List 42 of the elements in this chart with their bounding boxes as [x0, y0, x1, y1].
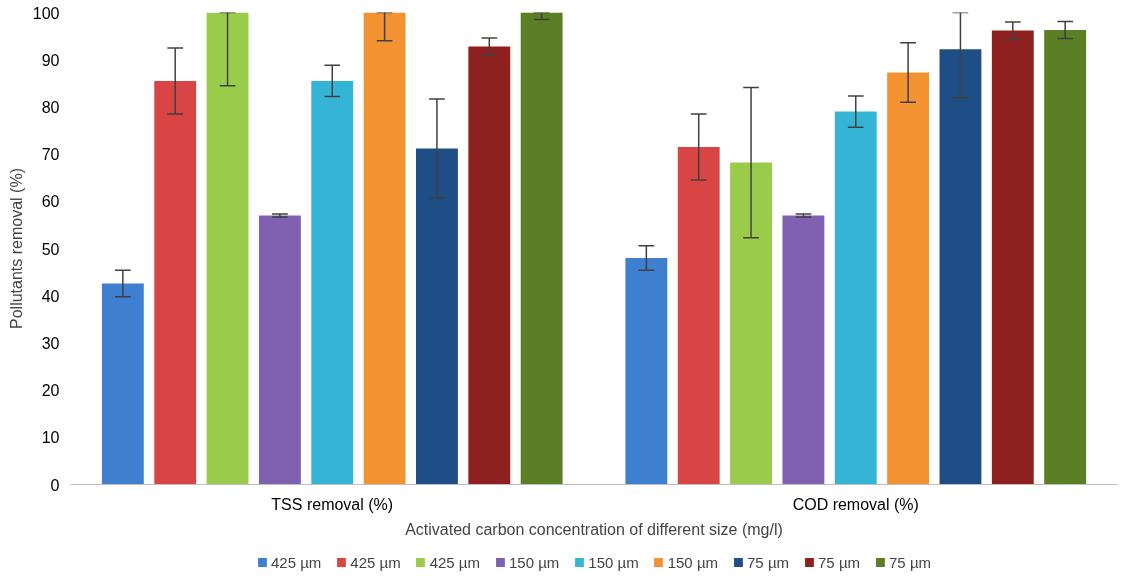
- x-tick-label: TSS removal (%): [271, 495, 394, 513]
- legend-label: 75 µm: [889, 553, 932, 571]
- bar: [311, 80, 354, 485]
- bar: [834, 111, 877, 485]
- legend-label: 425 µm: [429, 553, 480, 571]
- y-tick-label: 90: [41, 51, 60, 69]
- legend-label: 75 µm: [818, 553, 861, 571]
- y-tick-label: 60: [41, 193, 60, 211]
- bar: [416, 148, 458, 485]
- bar: [520, 12, 563, 485]
- bar: [101, 283, 144, 485]
- y-tick-label: 0: [50, 476, 60, 494]
- legend-label: 150 µm: [509, 553, 560, 571]
- x-tick-label: COD removal (%): [792, 495, 919, 513]
- y-axis-title: Pollutants removal (%): [7, 168, 25, 329]
- y-tick-label: 10: [41, 429, 60, 447]
- bar: [677, 147, 720, 485]
- y-tick-label: 30: [41, 334, 60, 352]
- y-tick-label: 80: [41, 98, 60, 116]
- bar: [887, 72, 930, 485]
- y-tick-label: 40: [41, 287, 60, 305]
- bar: [206, 12, 249, 485]
- legend-label: 150 µm: [588, 553, 639, 571]
- bar: [1044, 29, 1087, 485]
- x-axis-title: Activated carbon concentration of different size (mg/l): [405, 520, 783, 538]
- bar: [782, 215, 825, 485]
- y-tick-label: 50: [41, 240, 60, 258]
- y-tick-label: 100: [32, 4, 60, 22]
- legend-label: 75 µm: [747, 553, 790, 571]
- bar: [154, 80, 197, 485]
- y-tick-label: 20: [41, 382, 60, 400]
- bar: [468, 46, 511, 485]
- bar: [258, 215, 301, 485]
- legend-label: 425 µm: [350, 553, 401, 571]
- bar: [363, 12, 406, 485]
- bar: [991, 30, 1034, 485]
- bar: [939, 49, 982, 485]
- bar: [730, 162, 772, 485]
- y-tick-label: 70: [41, 146, 60, 164]
- bar: [625, 257, 668, 485]
- legend-label: 425 µm: [270, 553, 322, 571]
- legend-label: 150 µm: [667, 553, 719, 571]
